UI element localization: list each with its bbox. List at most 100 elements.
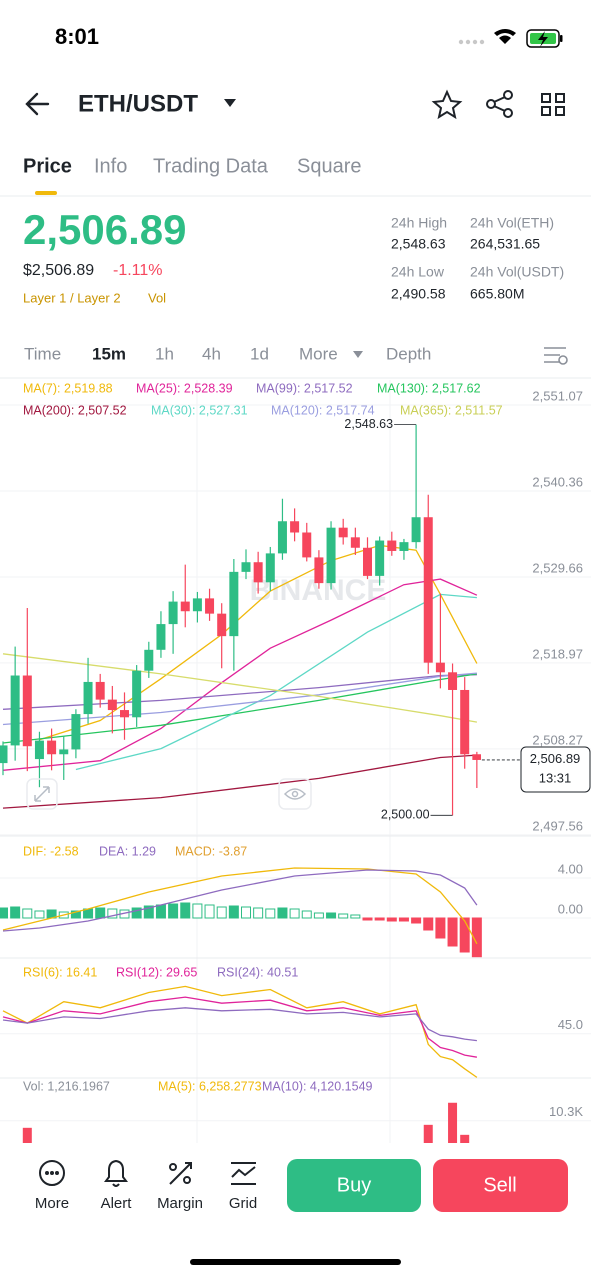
macd-bar — [180, 902, 191, 919]
more-icon[interactable] — [39, 1160, 65, 1186]
macd-bar — [0, 907, 8, 919]
buy-label[interactable]: Buy — [337, 1174, 371, 1196]
back-button[interactable] — [25, 92, 50, 116]
candle-body — [460, 689, 470, 755]
macd-bar — [107, 908, 118, 919]
indicator-label: MA(5): 6,258.2773 — [158, 1079, 262, 1093]
pair-dropdown[interactable] — [224, 99, 236, 107]
interval[interactable]: Time — [24, 344, 61, 363]
candle-body — [22, 675, 32, 747]
macd-bar — [301, 910, 312, 919]
macd-bar — [362, 917, 373, 921]
indicator-label: RSI(12): 29.65 — [116, 965, 197, 979]
tab[interactable]: Price — [23, 155, 72, 177]
tag[interactable]: Layer 1 / Layer 2 — [23, 290, 121, 305]
y-tick-label: 4.00 — [558, 861, 583, 876]
sell-label[interactable]: Sell — [483, 1174, 516, 1196]
stat-value: 264,531.65 — [470, 236, 540, 252]
indicator-label: MA(30): 2,527.31 — [151, 403, 248, 417]
candle-body — [363, 547, 372, 576]
macd-bar — [204, 904, 215, 919]
volume-bar — [423, 1124, 433, 1143]
indicator-label: MA(200): 2,507.52 — [23, 403, 127, 417]
tag[interactable]: Vol — [148, 290, 166, 305]
sell-button[interactable] — [433, 1159, 568, 1212]
margin-icon[interactable] — [169, 1162, 192, 1185]
last-price-label: 2,506.89 — [530, 751, 581, 766]
last-price-box — [520, 746, 591, 793]
candle-body — [290, 521, 300, 533]
candle-body — [435, 662, 445, 673]
toolbar-label[interactable]: More — [35, 1195, 69, 1212]
tab[interactable]: Info — [94, 155, 127, 177]
tab[interactable]: Trading Data — [153, 155, 269, 177]
buy-button[interactable] — [287, 1159, 421, 1212]
interval[interactable]: More — [299, 344, 338, 363]
interval[interactable]: 1d — [250, 344, 269, 363]
layout-button[interactable] — [541, 93, 565, 116]
toolbar-label[interactable]: Alert — [101, 1195, 133, 1212]
indicator-label: MA(120): 2,517.74 — [271, 403, 375, 417]
macd-bar — [338, 913, 349, 919]
macd-bar — [459, 917, 470, 953]
toolbar-label[interactable]: Grid — [229, 1195, 257, 1212]
indicator-label: RSI(6): 16.41 — [23, 965, 97, 979]
candle-body — [253, 562, 263, 583]
indicator-line — [2, 996, 478, 1058]
price-pane: 2,551.07 2,540.36 2,529.66 2,518.97 2,508.27… — [0, 381, 591, 836]
candle-body — [83, 681, 93, 715]
indicator-label: MA(130): 2,517.62 — [377, 381, 481, 395]
favorite-button[interactable] — [431, 89, 463, 120]
tab[interactable]: Square — [297, 155, 362, 177]
macd-bar — [374, 917, 385, 921]
candle-body — [326, 527, 336, 584]
macd-bar — [228, 905, 239, 919]
interval[interactable]: 15m — [92, 344, 126, 363]
indicator-label: RSI(24): 40.51 — [217, 965, 298, 979]
visibility-icon[interactable] — [278, 778, 312, 810]
last-price: 2,506.89 — [23, 206, 187, 253]
indicator-line — [2, 985, 478, 1078]
indicator-label: MA(10): 4,120.1549 — [262, 1079, 373, 1093]
y-tick-label: 2,529.66 — [532, 560, 583, 575]
macd-bar — [411, 917, 422, 924]
macd-bar — [265, 908, 276, 919]
alert-icon[interactable] — [104, 1159, 128, 1187]
share-button[interactable] — [486, 90, 513, 118]
interval[interactable]: 1h — [155, 344, 174, 363]
candle-body — [34, 740, 44, 760]
macd-bar — [253, 907, 264, 919]
chart-settings[interactable] — [544, 347, 568, 365]
y-tick-label: 10.3K — [549, 1104, 583, 1119]
interval[interactable]: 4h — [202, 344, 221, 363]
candle-body — [95, 681, 105, 700]
macd-bar — [471, 917, 482, 958]
pair-title[interactable]: ETH/USDT — [78, 90, 198, 117]
toolbar-label[interactable]: Margin — [157, 1195, 203, 1212]
interval[interactable]: Depth — [386, 344, 431, 363]
macd-bar — [289, 908, 300, 919]
indicator-line — [75, 593, 477, 771]
candle-body — [241, 562, 251, 572]
y-tick-label: 0.00 — [558, 901, 583, 916]
more-dropdown[interactable] — [353, 351, 363, 358]
indicator-label: MA(7): 2,519.88 — [23, 381, 113, 395]
macd-bar — [143, 905, 154, 919]
indicator-label: DIF: -2.58 — [23, 844, 79, 858]
candle-body — [192, 598, 202, 612]
grid-icon[interactable] — [231, 1162, 256, 1185]
stat-label: 24h High — [391, 215, 447, 231]
indicator-label: Vol: 1,216.1967 — [23, 1079, 110, 1093]
macd-bar — [386, 917, 397, 922]
candle-body — [448, 672, 458, 690]
candle-body — [399, 542, 409, 551]
macd-bar — [435, 917, 446, 939]
macd-bar — [423, 917, 434, 931]
indicator-line — [2, 867, 478, 945]
candle-body — [10, 675, 20, 746]
candle-body — [168, 601, 178, 625]
expand-icon[interactable] — [26, 778, 58, 810]
volume-plot — [22, 1102, 470, 1143]
candle-body — [472, 754, 481, 760]
